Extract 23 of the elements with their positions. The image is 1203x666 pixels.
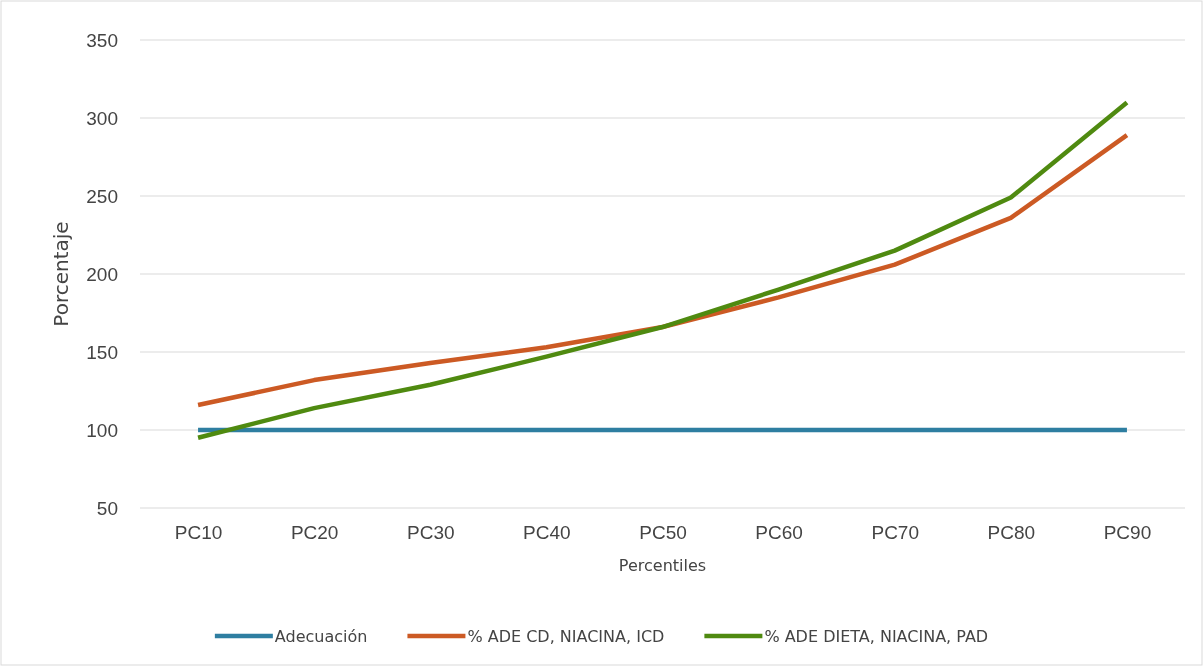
x-tick-label: PC20 xyxy=(290,522,339,544)
y-tick-label: 350 xyxy=(86,29,118,51)
y-tick-label: 100 xyxy=(86,419,118,441)
x-tick-label: PC50 xyxy=(639,522,687,544)
x-axis-title: Percentiles xyxy=(618,556,707,575)
x-tick-label: PC80 xyxy=(987,522,1036,544)
y-tick-label: 250 xyxy=(86,185,118,207)
y-tick-label: 50 xyxy=(96,497,118,519)
x-tick-label: PC40 xyxy=(523,522,571,544)
y-axis-title: Porcentaje xyxy=(49,221,73,327)
line-series xyxy=(195,132,1130,408)
y-tick-label: 200 xyxy=(86,263,118,285)
x-tick-label: PC10 xyxy=(174,522,223,544)
line-series xyxy=(195,100,1130,441)
y-tick-label: 300 xyxy=(86,107,118,129)
y-tick-label: 150 xyxy=(86,341,118,363)
x-tick-label: PC70 xyxy=(871,522,919,544)
x-tick-label: PC60 xyxy=(755,522,803,544)
legend-label: % ADE DIETA, NIACINA, PAD xyxy=(764,627,989,646)
legend-label: Adecuación xyxy=(274,627,368,646)
x-tick-label: PC30 xyxy=(407,522,455,544)
x-tick-label: PC90 xyxy=(1103,522,1152,544)
legend-label: % ADE CD, NIACINA, ICD xyxy=(467,627,665,646)
